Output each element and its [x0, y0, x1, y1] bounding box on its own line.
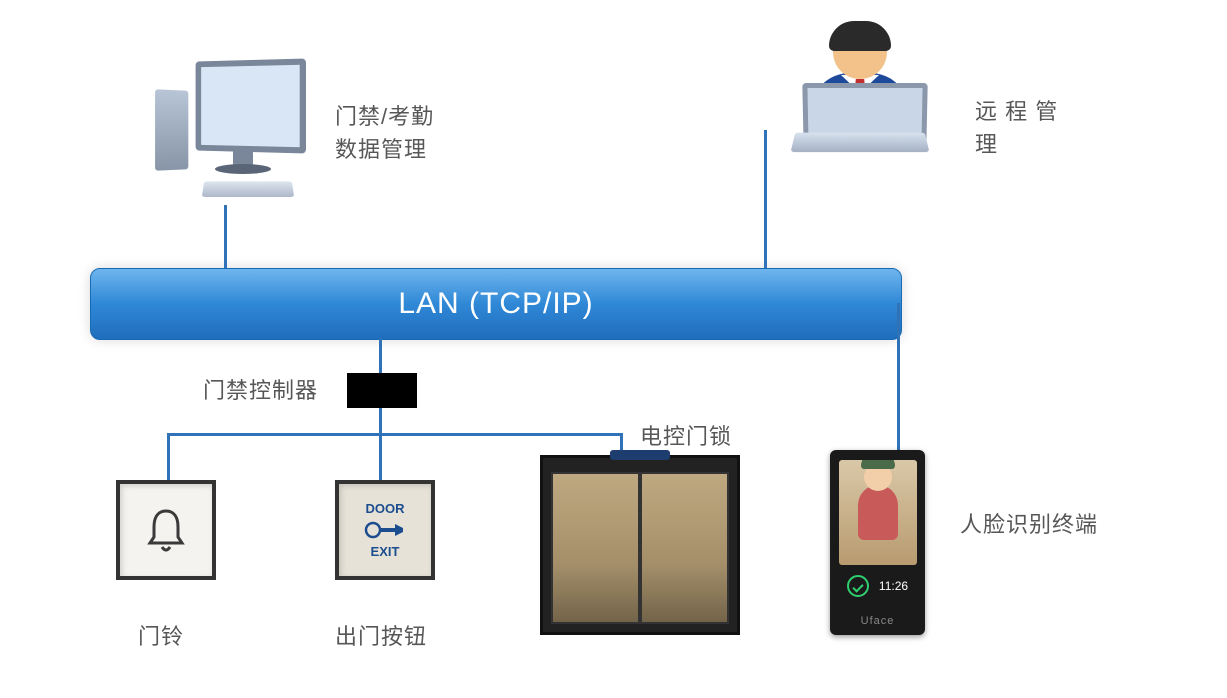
edge-pc-lan — [224, 205, 227, 268]
door-lock-label: 电控门锁 — [640, 420, 732, 453]
desktop-pc-icon — [155, 60, 315, 210]
exit-button-icon: DOOR EXIT — [335, 480, 435, 580]
edge-door-v — [620, 433, 623, 450]
face-terminal-label: 人脸识别终端 — [960, 508, 1098, 541]
lan-bar: LAN (TCP/IP) — [90, 268, 902, 340]
controller-label: 门禁控制器 — [203, 374, 318, 407]
desktop-pc-label: 门禁/考勤 数据管理 — [335, 100, 434, 166]
edge-lan-controller — [379, 338, 382, 373]
remote-user-label: 远 程 管 理 — [975, 95, 1058, 161]
exit-button-label: 出门按钮 — [335, 620, 427, 653]
check-icon — [847, 575, 869, 597]
face-terminal-time: 11:26 — [879, 579, 908, 593]
doorbell-label: 门铃 — [138, 620, 184, 653]
edge-bus-right — [379, 433, 623, 436]
edge-controller-bus-v — [379, 408, 382, 436]
face-terminal-icon: 11:26 Uface — [830, 450, 925, 635]
edge-remote-lan — [764, 130, 767, 268]
face-terminal-brand: Uface — [861, 615, 895, 627]
edge-bus-left — [168, 433, 382, 436]
doorbell-icon — [116, 480, 216, 580]
edge-doorbell-v — [167, 433, 170, 480]
remote-user-icon — [775, 25, 945, 185]
exit-button-text-bottom: EXIT — [371, 544, 400, 559]
edge-exit-v — [379, 433, 382, 480]
controller-box — [347, 373, 417, 408]
edge-lan-face-v — [897, 303, 900, 450]
exit-button-text-top: DOOR — [366, 501, 405, 516]
lan-bar-label: LAN (TCP/IP) — [398, 287, 593, 321]
sliding-door-icon — [540, 455, 740, 635]
